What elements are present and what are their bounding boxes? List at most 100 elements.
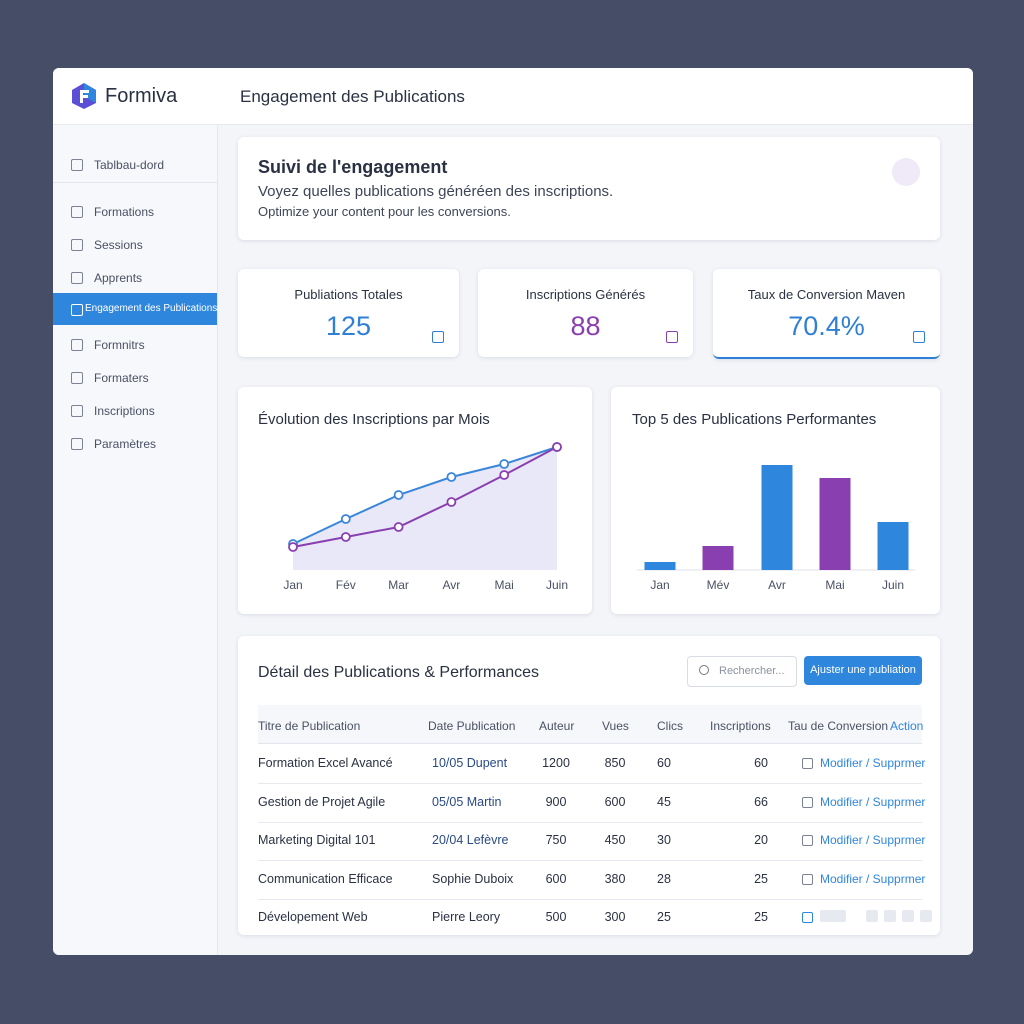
- intro-line: Voyez quelles publications généréen des …: [258, 183, 614, 200]
- row-divider: [258, 821, 922, 823]
- action-icon: [802, 912, 813, 923]
- intro-line: Optimize your content pour les conversio…: [258, 204, 511, 219]
- table-cell: 20: [754, 833, 768, 847]
- nav-item-active[interactable]: Engagement des Publications: [53, 293, 217, 325]
- chart-title: Évolution des Inscriptions par Mois: [258, 411, 490, 428]
- area: [293, 447, 557, 570]
- action-link[interactable]: Modifier / Supprmer: [820, 833, 926, 847]
- table-cell: 450: [604, 833, 626, 847]
- kpi-value: 125: [325, 311, 372, 341]
- kpi-icon: [913, 331, 925, 343]
- bar: [644, 562, 676, 570]
- search-icon: [699, 665, 709, 675]
- action-icon: [802, 873, 813, 885]
- table-cell: 900: [545, 794, 567, 809]
- kpi-icon: [666, 331, 678, 343]
- point: [288, 542, 298, 552]
- action-button[interactable]: [866, 910, 878, 922]
- table-cell: 1200: [542, 756, 570, 770]
- chart-title: Top 5 des Publications Performantes: [632, 411, 877, 428]
- search-box[interactable]: Rechercher...: [687, 656, 797, 687]
- table-cell: 05/05 Martin: [432, 794, 502, 809]
- nav-icon: [71, 304, 83, 316]
- nav-icon: [71, 372, 83, 384]
- nav-item[interactable]: Sessions: [53, 233, 217, 257]
- action-link[interactable]: Modifier / Supprmer: [820, 756, 926, 770]
- point: [393, 490, 404, 500]
- table-cell: Dévelopement Web: [258, 910, 368, 924]
- table-cell: 10/05 Dupent: [432, 756, 508, 770]
- kpi-label: Inscriptions Générés: [525, 287, 646, 302]
- action-icon: [802, 796, 813, 808]
- point: [393, 522, 404, 532]
- action-icon: [802, 758, 813, 769]
- nav-item[interactable]: Apprents: [53, 266, 217, 290]
- kpi-value: 88: [570, 311, 601, 341]
- column-header: Inscriptions: [710, 719, 771, 733]
- table-cell: Communication Efficace: [258, 871, 393, 886]
- table-cell: Formation Excel Avancé: [258, 756, 393, 770]
- action-link[interactable]: Modifier / Supprmer: [820, 794, 926, 809]
- intro-card: Suivi de l'engagement Voyez quelles publ…: [238, 137, 940, 240]
- nav-label: Engagement des Publications: [85, 303, 218, 314]
- nav-item[interactable]: Tablbau-dord: [53, 153, 217, 177]
- nav-icon: [71, 159, 83, 171]
- table-card: Détail des Publications & Performances R…: [238, 636, 940, 935]
- x-tick-label: Avr: [768, 578, 786, 592]
- point: [446, 472, 457, 482]
- nav-label: Formations: [94, 205, 155, 219]
- x-tick-label: Jan: [283, 578, 302, 592]
- profile-icon[interactable]: [892, 158, 920, 186]
- point: [340, 532, 351, 542]
- table-cell: 28: [657, 871, 671, 886]
- column-header: Clics: [657, 719, 683, 733]
- line: [292, 446, 558, 548]
- kpi-card: Publiations Totales 125: [238, 269, 459, 357]
- nav-item[interactable]: Formations: [53, 200, 217, 224]
- point: [499, 470, 510, 480]
- table-cell: 25: [657, 910, 671, 924]
- point: [499, 459, 510, 469]
- action-button[interactable]: [884, 910, 896, 922]
- intro-title: Suivi de l'engagement: [258, 157, 448, 177]
- nav-item[interactable]: Paramètres: [53, 432, 217, 456]
- column-header: Date Publication: [428, 719, 516, 733]
- line: [292, 446, 558, 545]
- sidebar-divider: [53, 182, 217, 183]
- header: Formiva Engagement des Publications: [53, 68, 973, 125]
- row-divider: [258, 783, 922, 784]
- nav-item[interactable]: Inscriptions: [53, 399, 217, 423]
- nav-item[interactable]: Formaters: [53, 366, 217, 390]
- table-cell: 25: [754, 871, 768, 886]
- table-cell: 30: [657, 833, 671, 847]
- bar: [819, 478, 851, 570]
- action-button[interactable]: [920, 910, 932, 922]
- x-tick-label: Mar: [388, 578, 409, 592]
- table-title: Détail des Publications & Performances: [258, 664, 540, 681]
- action-link[interactable]: Modifier / Supprmer: [820, 871, 926, 886]
- action-button[interactable]: [902, 910, 914, 922]
- add-button[interactable]: Ajuster une publiation: [804, 656, 922, 685]
- nav-icon: [71, 438, 83, 450]
- table-cell: Gestion de Projet Agile: [258, 794, 386, 809]
- nav-label: Formnitrs: [94, 338, 145, 352]
- point: [446, 497, 457, 507]
- nav-icon: [71, 405, 83, 417]
- table-header-band: [258, 705, 922, 744]
- x-tick-label: Jan: [650, 578, 669, 592]
- nav-item[interactable]: Formnitrs: [53, 333, 217, 357]
- x-tick-label: Mai: [495, 578, 514, 592]
- action-button[interactable]: [820, 910, 846, 922]
- nav-label: Inscriptions: [94, 404, 155, 418]
- column-header: Tau de Conversion: [788, 719, 889, 733]
- x-tick-label: Mév: [707, 578, 730, 592]
- table-cell: 25: [754, 910, 768, 924]
- bar: [702, 546, 734, 570]
- sidebar: Tablbau-dord Formations Sessions Apprents En…: [53, 125, 218, 955]
- page-title: Engagement des Publications: [240, 87, 465, 106]
- table-cell: 600: [604, 794, 626, 809]
- table-cell: Pierre Leory: [432, 910, 501, 924]
- table-cell: Marketing Digital 101: [258, 833, 376, 847]
- kpi-card: Inscriptions Générés 88: [478, 269, 693, 357]
